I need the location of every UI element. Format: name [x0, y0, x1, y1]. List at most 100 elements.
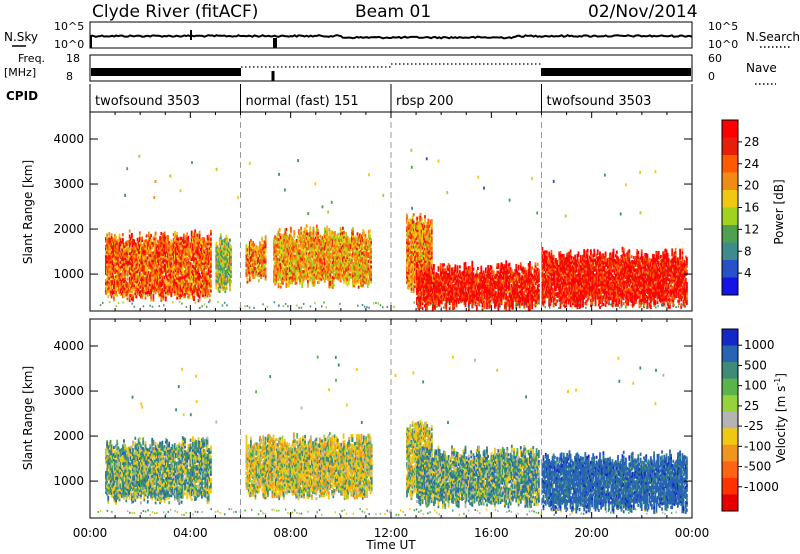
data-cell	[173, 238, 176, 242]
data-cell	[336, 244, 339, 248]
data-cell	[223, 239, 226, 243]
data-cell	[277, 233, 280, 237]
data-cell	[277, 252, 280, 256]
data-cell	[179, 293, 182, 297]
data-cell	[127, 272, 130, 276]
data-cell	[291, 261, 293, 265]
data-cell	[184, 242, 186, 246]
data-cell	[345, 254, 348, 258]
data-cell	[353, 271, 355, 275]
data-cell	[274, 240, 276, 244]
data-cell	[127, 255, 130, 259]
data-cell	[125, 268, 128, 272]
data-cell	[179, 278, 182, 282]
data-cell	[294, 256, 297, 261]
data-cell	[353, 279, 355, 283]
data-cell	[313, 258, 316, 262]
data-cell	[178, 246, 181, 250]
data-cell	[205, 283, 208, 287]
data-cell	[330, 257, 333, 261]
data-cell	[177, 254, 180, 258]
data-cell	[411, 223, 414, 227]
data-cell	[418, 307, 421, 311]
data-cell	[250, 271, 252, 275]
data-cell	[434, 282, 436, 286]
data-cell	[264, 250, 267, 254]
data-cell	[287, 251, 290, 256]
data-cell	[108, 251, 111, 255]
data-cell	[411, 272, 414, 276]
data-cell	[248, 258, 251, 262]
data-cell	[327, 245, 330, 249]
data-cell	[177, 289, 180, 293]
data-cell	[326, 267, 328, 271]
data-cell	[275, 256, 278, 260]
data-cell	[117, 243, 120, 247]
data-cell	[128, 293, 131, 298]
data-cell	[202, 266, 204, 270]
data-cell	[221, 251, 223, 255]
data-cell	[217, 252, 220, 256]
data-cell	[125, 253, 128, 257]
data-cell	[152, 266, 155, 270]
data-cell	[339, 276, 342, 281]
data-cell	[117, 273, 120, 277]
data-cell	[188, 293, 191, 297]
data-cell	[328, 280, 331, 284]
data-cell	[184, 289, 186, 293]
data-cell	[176, 266, 178, 270]
data-cell	[343, 258, 345, 262]
data-cell	[110, 295, 113, 299]
data-cell	[444, 268, 447, 272]
data-cell	[247, 265, 250, 269]
data-cell	[151, 266, 154, 270]
data-cell	[293, 259, 296, 263]
data-cell	[352, 261, 354, 266]
data-cell	[335, 255, 337, 259]
data-cell	[133, 254, 136, 258]
data-cell	[352, 249, 354, 253]
data-cell	[264, 272, 267, 276]
data-cell	[225, 239, 228, 243]
data-cell	[245, 259, 248, 263]
data-cell	[321, 238, 324, 242]
data-cell	[332, 271, 335, 275]
data-cell	[352, 247, 354, 251]
data-cell	[206, 234, 209, 239]
data-cell	[157, 271, 159, 276]
data-cell	[429, 281, 432, 285]
data-cell	[201, 273, 203, 277]
data-cell	[352, 264, 354, 268]
data-cell	[326, 250, 328, 254]
data-cell	[424, 272, 426, 276]
data-cell	[348, 260, 351, 264]
data-cell	[365, 238, 368, 242]
data-cell	[252, 248, 255, 252]
data-cell	[428, 259, 431, 263]
data-cell	[257, 279, 260, 283]
data-cell	[260, 248, 262, 252]
data-cell	[115, 265, 117, 269]
data-cell	[446, 290, 449, 294]
data-cell	[411, 282, 414, 286]
data-cell	[443, 293, 445, 297]
data-cell	[119, 253, 122, 257]
data-cell	[336, 234, 339, 238]
data-cell	[444, 275, 447, 279]
data-cell	[227, 271, 230, 276]
data-cell	[426, 254, 429, 258]
data-cell	[250, 266, 252, 270]
data-cell	[300, 251, 302, 255]
data-cell	[314, 273, 317, 277]
data-cell	[353, 254, 355, 258]
data-cell	[138, 246, 141, 250]
data-cell	[424, 227, 426, 231]
data-cell	[161, 277, 164, 281]
data-cell	[117, 253, 120, 257]
data-cell	[133, 246, 136, 250]
data-cell	[189, 262, 192, 266]
data-cell	[290, 229, 292, 233]
data-cell	[356, 257, 359, 261]
data-cell	[299, 279, 301, 283]
data-cell	[187, 245, 190, 249]
